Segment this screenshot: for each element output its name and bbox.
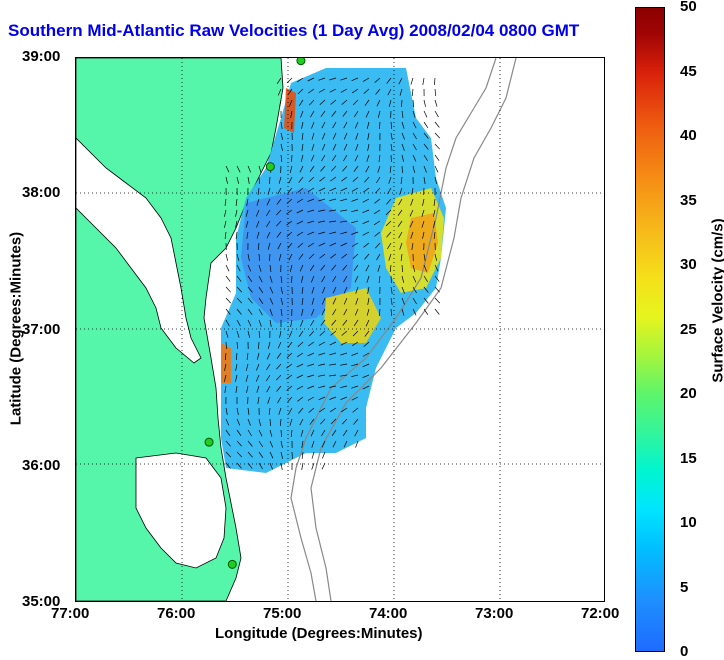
velocity-arrow — [434, 78, 435, 85]
velocity-arrow — [322, 463, 325, 469]
colorbar-tick-label: 5 — [680, 579, 688, 596]
velocity-arrow — [435, 166, 438, 172]
velocity-arrow — [435, 111, 439, 117]
velocity-arrow — [424, 100, 426, 107]
velocity-arrow — [435, 89, 436, 96]
velocity-arrow — [402, 100, 403, 107]
velocity-arrow — [312, 452, 314, 459]
colorbar-tick-label: 40 — [680, 127, 697, 144]
velocity-arrow — [391, 276, 392, 283]
velocity-peak-coast-south — [221, 343, 231, 383]
y-axis-title: Latitude (Degrees:Minutes) — [8, 209, 25, 449]
velocity-arrow — [226, 254, 228, 261]
velocity-arrow — [435, 144, 440, 149]
colorbar-tick-label: 10 — [680, 514, 697, 531]
x-tick-label: 75:00 — [263, 605, 301, 622]
x-tick-label: 72:00 — [581, 605, 619, 622]
velocity-arrow — [435, 298, 440, 303]
y-tick-label: 38:00 — [22, 184, 60, 201]
velocity-arrow — [423, 78, 424, 85]
velocity-arrow — [292, 276, 293, 283]
velocity-arrow — [226, 287, 231, 292]
y-tick-label: 37:00 — [22, 321, 60, 338]
velocity-arrow — [402, 166, 403, 173]
colorbar-title: Surface Velocity (cm/s) — [710, 181, 724, 421]
velocity-arrow — [302, 463, 303, 470]
velocity-arrow — [424, 111, 427, 117]
y-tick-label: 35:00 — [22, 593, 60, 610]
colorbar-tick-label: 30 — [680, 256, 697, 273]
velocity-arrow — [292, 155, 293, 162]
velocity-arrow — [435, 155, 439, 161]
map-canvas — [76, 58, 604, 601]
colorbar-tick-label: 50 — [680, 0, 697, 15]
y-tick-label: 36:00 — [22, 457, 60, 474]
colorbar-tick-label: 15 — [680, 450, 697, 467]
station-marker — [205, 438, 213, 446]
x-tick-label: 73:00 — [475, 605, 513, 622]
colorbar-tick-label: 35 — [680, 192, 697, 209]
velocity-peak-coast — [284, 88, 296, 133]
velocity-arrow — [435, 287, 440, 292]
station-marker — [297, 58, 305, 65]
colorbar-tick-label: 20 — [680, 385, 697, 402]
colorbar-tick-label: 0 — [680, 643, 688, 660]
velocity-arrow — [226, 298, 231, 303]
x-tick-label: 74:00 — [369, 605, 407, 622]
x-axis-title: Longitude (Degrees:Minutes) — [215, 625, 423, 642]
velocity-arrow — [435, 100, 437, 107]
velocity-arrow — [435, 133, 440, 138]
colorbar-tick-label: 45 — [680, 63, 697, 80]
x-tick-label: 76:00 — [157, 605, 195, 622]
station-marker — [228, 560, 236, 568]
velocity-arrow — [226, 276, 230, 282]
colorbar-tick-label: 25 — [680, 321, 697, 338]
velocity-arrow — [435, 122, 439, 128]
velocity-arrow — [270, 254, 271, 261]
velocity-arrow — [435, 309, 439, 315]
y-tick-label: 39:00 — [22, 48, 60, 65]
station-marker — [266, 163, 274, 171]
velocity-arrow — [412, 89, 413, 96]
colorbar — [635, 7, 665, 652]
velocity-arrow — [424, 122, 428, 128]
map-title: Southern Mid-Atlantic Raw Velocities (1 … — [8, 21, 628, 47]
velocity-arrow — [411, 78, 413, 85]
velocity-arrow — [259, 177, 260, 184]
velocity-arrow — [226, 265, 229, 271]
map-plot-area — [75, 57, 605, 602]
